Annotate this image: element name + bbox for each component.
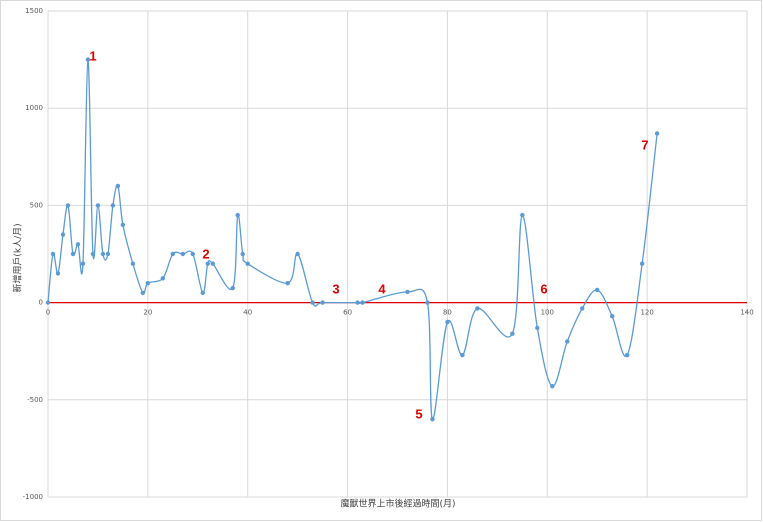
annotation: 6 xyxy=(540,281,547,296)
data-point xyxy=(200,290,205,296)
data-point xyxy=(85,57,91,62)
data-point xyxy=(55,271,61,276)
y-tick-label: -1000 xyxy=(23,493,43,501)
data-point xyxy=(360,300,365,305)
data-point xyxy=(95,203,101,208)
data-point xyxy=(75,242,81,247)
plot: 1 2 3 4 5 6 7 xyxy=(45,48,747,422)
data-point xyxy=(425,300,430,305)
data-point xyxy=(510,331,515,336)
data-point xyxy=(295,251,300,257)
x-tick-label: 20 xyxy=(143,309,152,317)
grid: -1000 -500 0 500 1000 1500 0 20 40 60 80 100 120 140 xyxy=(23,7,754,501)
data-point xyxy=(595,287,600,293)
data-point xyxy=(639,261,645,266)
x-tick-label: 60 xyxy=(343,309,352,317)
data-point xyxy=(65,203,71,208)
data-point xyxy=(609,314,615,319)
data-point xyxy=(170,251,176,257)
data-point xyxy=(580,306,585,311)
data-point xyxy=(240,251,245,257)
data-point xyxy=(90,251,96,257)
data-point xyxy=(355,300,360,305)
x-tick-label: 120 xyxy=(640,309,653,317)
data-point xyxy=(445,319,450,325)
data-point xyxy=(654,131,660,136)
data-point xyxy=(520,212,525,218)
data-point xyxy=(110,203,116,208)
x-tick-label: 0 xyxy=(46,309,50,317)
annotation: 7 xyxy=(641,137,648,152)
annotation: 3 xyxy=(332,281,339,296)
data-point xyxy=(624,352,630,358)
x-tick-label: 100 xyxy=(541,309,554,317)
x-tick-label: 140 xyxy=(740,309,753,317)
data-point xyxy=(550,383,555,389)
data-point xyxy=(80,261,86,266)
data-point xyxy=(230,285,235,291)
data-point xyxy=(405,289,410,295)
data-point xyxy=(285,280,290,286)
y-tick-label: -500 xyxy=(27,396,43,404)
y-axis-title: 新增用戶(k人/月) xyxy=(12,223,24,292)
x-axis-title: 魔獸世界上市後經過時間(月) xyxy=(340,498,455,510)
data-point xyxy=(140,290,146,296)
data-point xyxy=(535,325,540,331)
data-point xyxy=(60,232,66,237)
data-point xyxy=(205,261,210,266)
data-point xyxy=(245,261,250,266)
data-point xyxy=(160,276,166,281)
y-tick-label: 1500 xyxy=(25,7,43,15)
annotation: 2 xyxy=(202,246,209,261)
data-point xyxy=(210,261,215,266)
y-tick-label: 1000 xyxy=(25,104,43,112)
data-point xyxy=(50,251,56,257)
data-point xyxy=(115,183,121,189)
data-point xyxy=(105,251,111,257)
data-point xyxy=(145,280,151,286)
annotation: 4 xyxy=(378,281,386,296)
x-tick-label: 80 xyxy=(443,309,452,317)
data-point xyxy=(310,300,315,305)
data-point xyxy=(430,417,435,422)
data-point xyxy=(120,222,126,228)
annotation: 1 xyxy=(89,48,96,63)
data-point xyxy=(320,300,325,305)
data-point xyxy=(100,251,106,257)
annotation: 5 xyxy=(415,406,422,421)
data-point xyxy=(475,306,480,311)
data-point xyxy=(565,339,570,344)
data-point xyxy=(70,251,76,257)
data-point xyxy=(130,261,136,266)
data-point xyxy=(190,251,195,257)
data-point xyxy=(460,352,465,358)
series-line xyxy=(47,58,658,420)
data-point xyxy=(180,251,186,257)
y-tick-label: 0 xyxy=(39,299,43,307)
y-tick-label: 500 xyxy=(30,201,43,209)
x-tick-label: 40 xyxy=(243,309,252,317)
data-point xyxy=(235,212,240,218)
data-point xyxy=(45,300,51,305)
